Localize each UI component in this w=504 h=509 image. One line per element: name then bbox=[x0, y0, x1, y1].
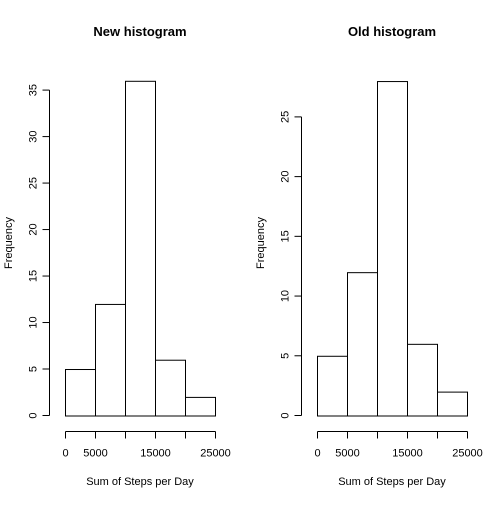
chart0-x-tick-label: 25000 bbox=[200, 448, 231, 460]
chart1-bar bbox=[407, 343, 438, 417]
chart1-bar bbox=[317, 355, 348, 417]
chart1-y-tick-label: 5 bbox=[280, 353, 292, 359]
chart0-y-axis-label: Frequency bbox=[3, 217, 15, 269]
chart0-x-axis-label: Sum of Steps per Day bbox=[86, 476, 194, 488]
chart0-y-tick-label: 25 bbox=[28, 177, 40, 189]
chart1-y-tick-label: 0 bbox=[280, 412, 292, 418]
chart0-y-tick-label: 20 bbox=[28, 223, 40, 235]
chart0-x-tick-label: 5000 bbox=[83, 448, 107, 460]
chart0-bar bbox=[185, 396, 216, 417]
chart0-x-tick-label: 15000 bbox=[140, 448, 171, 460]
chart1-title: Old histogram bbox=[348, 24, 436, 39]
chart1-x-tick-label: 0 bbox=[314, 448, 320, 460]
chart1-bar bbox=[437, 391, 468, 417]
chart1-y-tick-label: 20 bbox=[280, 170, 292, 182]
chart0-title: New histogram bbox=[93, 24, 186, 39]
chart0-y-tick-label: 5 bbox=[28, 366, 40, 372]
chart0-x-tick-label: 0 bbox=[62, 448, 68, 460]
chart0-bar bbox=[155, 359, 186, 417]
chart0-bar bbox=[95, 303, 126, 417]
chart0-y-tick-label: 10 bbox=[28, 316, 40, 328]
chart1-y-tick-label: 25 bbox=[280, 111, 292, 123]
chart1-x-tick-label: 15000 bbox=[392, 448, 423, 460]
chart1-x-axis-label: Sum of Steps per Day bbox=[338, 476, 446, 488]
chart0-y-tick-label: 0 bbox=[28, 412, 40, 418]
chart1-x-tick-label: 5000 bbox=[335, 448, 359, 460]
chart0-y-tick-label: 35 bbox=[28, 84, 40, 96]
chart0-y-tick-label: 30 bbox=[28, 130, 40, 142]
chart1-y-axis-label: Frequency bbox=[255, 217, 267, 269]
chart1-y-tick-label: 15 bbox=[280, 230, 292, 242]
chart1-bar bbox=[377, 81, 408, 417]
chart0-bar bbox=[65, 369, 96, 417]
chart0-y-tick-label: 15 bbox=[28, 270, 40, 282]
chart0-bar bbox=[125, 80, 156, 417]
chart1-bar bbox=[347, 272, 378, 417]
chart1-x-tick-label: 25000 bbox=[452, 448, 483, 460]
chart1-y-tick-label: 10 bbox=[280, 290, 292, 302]
